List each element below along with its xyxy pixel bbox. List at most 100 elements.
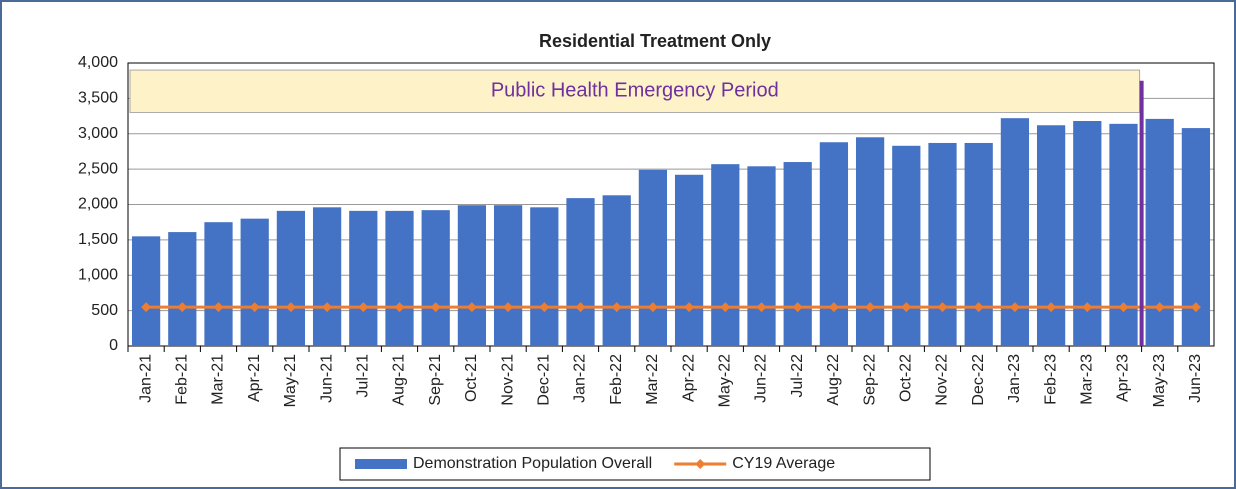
x-tick-label: Mar-22: [644, 354, 661, 405]
x-tick-label: Aug-21: [391, 354, 408, 406]
x-tick-label: Jun-23: [1187, 354, 1204, 403]
line-marker: [249, 302, 260, 313]
line-marker: [430, 302, 441, 313]
legend-label: Demonstration Population Overall: [413, 455, 652, 472]
line-marker: [647, 302, 658, 313]
bar: [928, 142, 957, 346]
x-tick-label: Feb-21: [174, 354, 191, 405]
line-marker: [539, 302, 550, 313]
bar: [493, 205, 523, 346]
line-marker: [358, 302, 369, 313]
x-tick-label: Mar-21: [210, 354, 227, 405]
x-tick-label: Jan-22: [572, 354, 589, 403]
y-tick-label: 0: [109, 337, 118, 354]
x-tick-label: Jun-21: [318, 354, 335, 403]
x-tick-label: Oct-21: [463, 354, 480, 402]
y-tick-label: 4,000: [78, 54, 118, 71]
bar: [1109, 123, 1138, 346]
line-marker: [177, 302, 188, 313]
line-marker: [973, 302, 984, 313]
annotation-box: [129, 69, 1141, 114]
x-tick-label: Feb-22: [608, 354, 625, 405]
x-tick-label: Dec-22: [970, 354, 987, 406]
x-tick-label: Sep-22: [861, 354, 878, 406]
line-marker: [611, 302, 622, 313]
y-tick-label: 2,000: [78, 196, 118, 213]
x-tick-label: Jul-21: [355, 354, 372, 398]
x-tick-label: Feb-23: [1042, 354, 1059, 405]
bar: [1181, 128, 1211, 346]
line-marker: [901, 302, 912, 313]
line-marker: [394, 302, 405, 313]
line-marker: [937, 302, 948, 313]
line-marker: [1046, 302, 1057, 313]
line-marker: [141, 302, 152, 313]
bar: [385, 210, 414, 346]
legend-marker: [695, 459, 706, 469]
x-tick-label: Aug-22: [825, 354, 842, 406]
line-marker: [865, 302, 876, 313]
x-tick-label: Jun-22: [753, 354, 770, 403]
legend-swatch: [355, 459, 407, 469]
line-marker: [1154, 302, 1165, 313]
line-marker: [322, 302, 333, 313]
y-tick-label: 3,000: [78, 125, 118, 142]
line-marker: [466, 302, 477, 313]
bar: [131, 236, 161, 346]
x-tick-label: Nov-22: [934, 354, 951, 406]
line-marker: [720, 302, 731, 313]
bar: [566, 198, 595, 346]
x-tick-label: Oct-22: [898, 354, 915, 402]
x-tick-label: Mar-23: [1079, 354, 1096, 405]
annotation: Public Health Emergency Period: [491, 80, 779, 102]
bar: [1036, 125, 1066, 346]
x-tick-label: May-21: [282, 354, 299, 407]
bar: [602, 195, 631, 346]
bar: [530, 207, 559, 346]
line-marker: [1009, 302, 1020, 313]
bar: [1073, 121, 1102, 346]
bar: [349, 210, 378, 346]
x-tick-label: Apr-21: [246, 354, 263, 402]
y-tick-label: 1,500: [78, 231, 118, 248]
x-tick-label: Dec-21: [536, 354, 553, 406]
line-marker: [792, 302, 803, 313]
bar: [276, 210, 306, 346]
line-marker: [828, 302, 839, 313]
line-marker: [285, 302, 296, 313]
legend-box: [339, 447, 931, 481]
x-tick-label: May-23: [1151, 354, 1168, 407]
bar: [204, 222, 233, 346]
bar: [964, 142, 993, 346]
chart-title: Residential Treatment Only: [539, 31, 771, 51]
x-tick-label: Jan-21: [137, 354, 154, 403]
bar: [421, 210, 450, 346]
bar: [168, 232, 197, 346]
x-tick-label: Apr-22: [680, 354, 697, 402]
line-marker: [1118, 302, 1129, 313]
x-tick-label: Apr-23: [1115, 354, 1132, 402]
bar: [674, 174, 704, 346]
line-marker: [213, 302, 224, 313]
y-tick-label: 500: [91, 302, 118, 319]
x-tick-label: Sep-21: [427, 354, 444, 406]
line-marker: [756, 302, 767, 313]
x-tick-label: Nov-21: [499, 354, 516, 406]
y-tick-label: 1,000: [78, 266, 118, 283]
bar: [711, 164, 740, 346]
bar: [892, 145, 921, 346]
legend-label: CY19 Average: [732, 455, 835, 472]
line-marker: [575, 302, 586, 313]
x-tick-label: Jan-23: [1006, 354, 1023, 403]
bar: [747, 166, 776, 346]
x-tick-label: May-22: [717, 354, 734, 407]
bar: [312, 207, 342, 346]
line-marker: [684, 302, 695, 313]
bar: [783, 162, 812, 346]
bar: [240, 218, 269, 346]
bar: [638, 169, 668, 346]
bar: [855, 137, 885, 346]
bar: [457, 205, 487, 346]
line-marker: [1082, 302, 1093, 313]
